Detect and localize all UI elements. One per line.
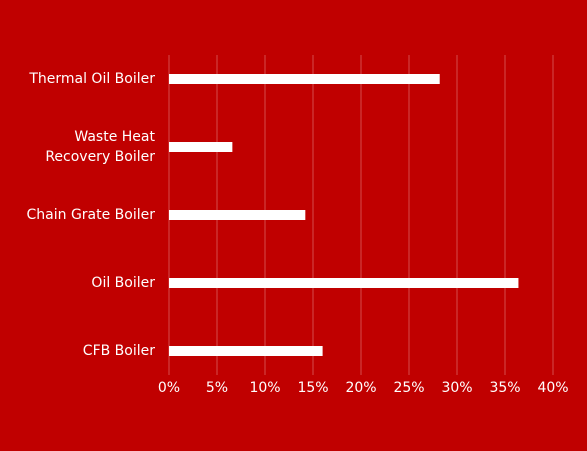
- y-tick-label: Thermal Oil Boiler: [29, 71, 155, 87]
- y-tick-label: Waste Heat Recovery Boiler: [45, 129, 155, 165]
- y-tick-label: CFB Boiler: [82, 343, 155, 359]
- x-tick-label: 35%: [489, 380, 520, 396]
- x-tick-label: 15%: [297, 380, 328, 396]
- bar: [169, 346, 323, 356]
- x-tick-label: 40%: [537, 380, 568, 396]
- bar: [169, 210, 306, 220]
- bar: [169, 278, 519, 288]
- x-tick-label: 0%: [158, 380, 180, 396]
- y-tick-label: Oil Boiler: [91, 275, 155, 291]
- x-tick-label: 25%: [393, 380, 424, 396]
- y-tick-label: Chain Grate Boiler: [26, 207, 156, 223]
- bar: [169, 142, 233, 152]
- x-tick-label: 30%: [441, 380, 472, 396]
- x-tick-label: 20%: [345, 380, 376, 396]
- x-tick-label: 5%: [206, 380, 228, 396]
- bar: [169, 74, 440, 84]
- x-tick-label: 10%: [249, 380, 280, 396]
